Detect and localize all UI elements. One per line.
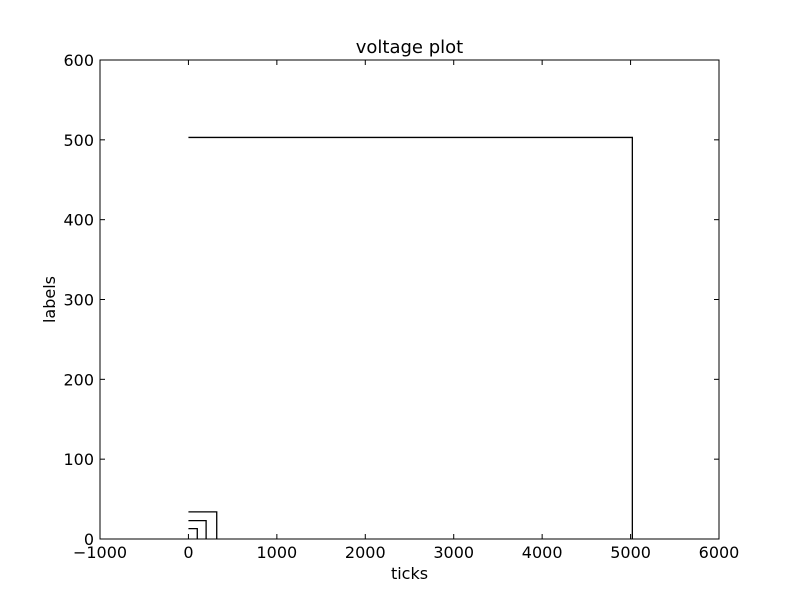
x-tick-label: 0 [183,543,193,562]
series-layer [188,136,633,539]
plot-frame [99,59,720,540]
x-tick-label: −1000 [73,543,127,562]
x-tick-label: 3000 [433,543,474,562]
chart-title: voltage plot [356,37,463,58]
series-line-4 [188,136,633,539]
y-tick-label: 200 [63,370,94,389]
y-tick-label: 600 [63,51,94,70]
y-tick-label: 100 [63,450,94,469]
x-axis-label: ticks [391,564,428,583]
series-line-1 [188,527,198,539]
x-tick-label: 1000 [256,543,297,562]
y-tick-label: 300 [63,291,94,310]
y-tick-label: 400 [63,211,94,230]
x-tick-label: 5000 [610,543,651,562]
y-tick-label: 500 [63,131,94,150]
x-tick-label: 4000 [522,543,563,562]
x-tick-label: 6000 [699,543,740,562]
y-axis-label: labels [40,276,59,323]
x-tick-label: 2000 [345,543,386,562]
series-line-3 [188,511,218,539]
series-line-2 [188,519,207,539]
tick-layer: −1000 0 1000 2000 3000 4000 5000 60000100200300… [63,51,739,562]
y-tick-label: 0 [84,530,94,549]
